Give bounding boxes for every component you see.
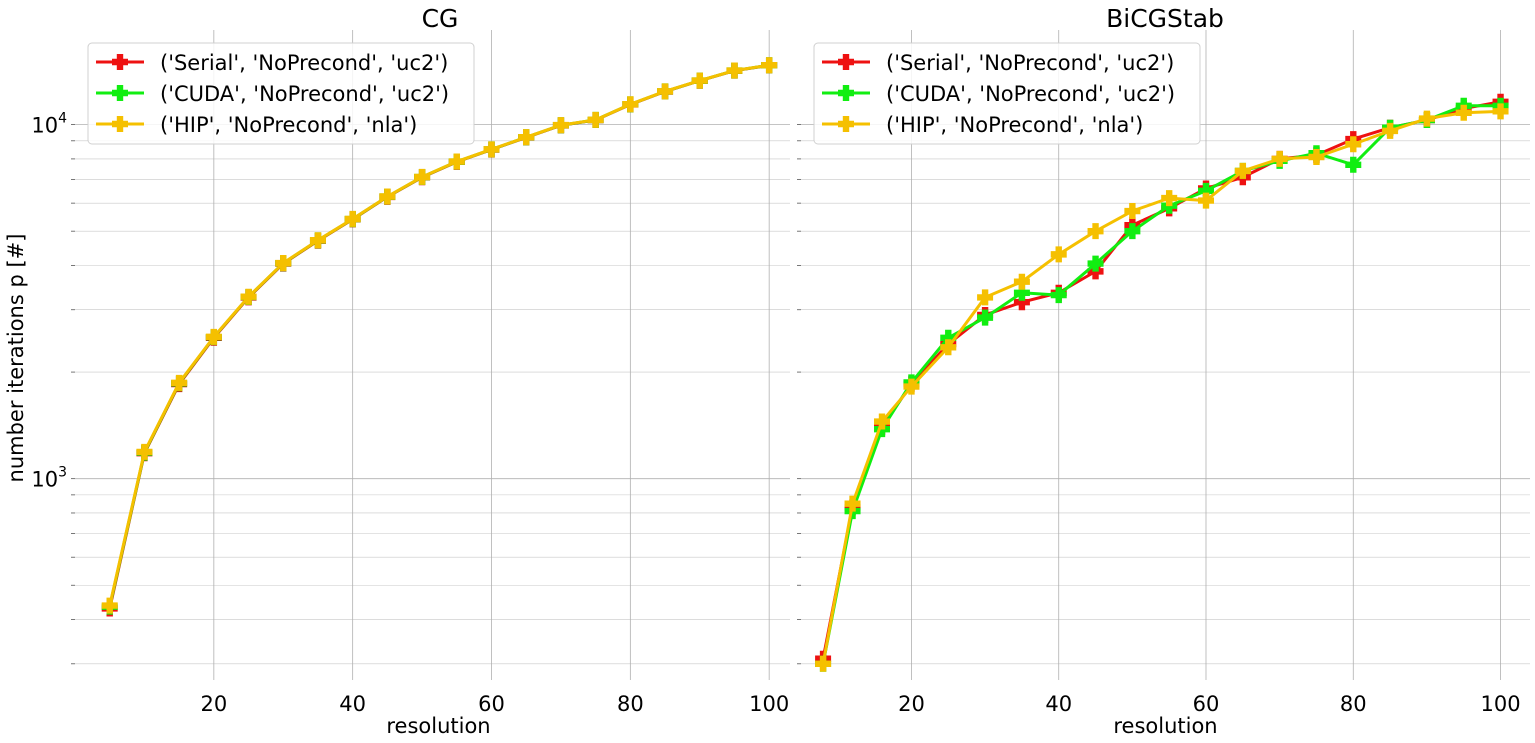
x-tick-label: 20 — [898, 692, 925, 716]
data-point — [1382, 122, 1399, 139]
data-point — [1013, 284, 1030, 301]
x-tick-label: 20 — [200, 692, 227, 716]
legend-marker — [112, 85, 128, 101]
x-axis-label: resolution — [386, 714, 490, 738]
x-tick-label: 40 — [1045, 692, 1072, 716]
data-point — [552, 117, 569, 134]
x-tick-label: 100 — [1480, 692, 1520, 716]
y-axis-label: number iterations p [#] — [4, 234, 28, 483]
data-point — [1050, 287, 1067, 304]
data-point — [940, 339, 957, 356]
series-line — [821, 100, 1503, 661]
series-line — [821, 104, 1503, 666]
data-point — [761, 57, 778, 74]
data-point — [657, 83, 674, 100]
x-tick-label: 100 — [749, 692, 789, 716]
data-point — [940, 329, 957, 346]
bicgstab-panel: 20 40 60 80 100 BiCGStab resolution ('Serial', … — [797, 4, 1530, 738]
legend-label: ('HIP', 'NoPrecond', 'nla') — [886, 113, 1143, 137]
data-point — [1013, 294, 1030, 311]
legend-marker — [112, 54, 128, 70]
legend-label: ('HIP', 'NoPrecond', 'nla') — [160, 113, 417, 137]
data-point — [977, 289, 994, 306]
data-point — [726, 62, 743, 79]
x-tick-label: 40 — [339, 692, 366, 716]
legend-frame — [87, 42, 475, 145]
data-point — [1271, 150, 1288, 167]
panel-title: CG — [422, 4, 459, 33]
x-tick-label: 80 — [617, 692, 644, 716]
data-point — [205, 328, 222, 345]
cg-panel: 20 40 60 80 100 103 104 CG resolution ('Serial', … — [31, 4, 790, 738]
data-point — [1198, 192, 1214, 209]
data-point — [240, 288, 257, 305]
series-2 — [815, 103, 1509, 672]
legend-label: ('Serial', 'NoPrecond', 'uc2') — [886, 51, 1174, 75]
legend-marker — [838, 116, 854, 132]
x-tick-label: 60 — [478, 692, 505, 716]
x-tick-label: 60 — [1193, 692, 1220, 716]
data-point — [1455, 104, 1472, 121]
legend-marker — [838, 54, 854, 70]
data-point — [1124, 203, 1141, 220]
data-point — [483, 141, 500, 158]
data-point — [977, 309, 994, 326]
data-point — [691, 72, 708, 89]
data-point — [1345, 156, 1362, 173]
series-line — [821, 109, 1503, 666]
data-point — [1198, 182, 1214, 199]
y-tick-label: 103 — [31, 465, 67, 492]
data-point — [1308, 148, 1325, 165]
data-point — [171, 374, 188, 391]
legend-label: ('CUDA', 'NoPrecond', 'uc2') — [886, 82, 1175, 106]
data-point — [1087, 255, 1104, 272]
legend-marker — [838, 85, 854, 101]
data-point — [379, 188, 396, 205]
legend-label: ('Serial', 'NoPrecond', 'uc2') — [160, 51, 448, 75]
data-point — [874, 413, 890, 430]
data-point — [518, 129, 535, 146]
data-point — [414, 168, 431, 185]
data-point — [448, 153, 465, 170]
y-tick-label: 104 — [31, 111, 67, 138]
series-2 — [101, 57, 778, 614]
data-point — [1124, 223, 1141, 240]
data-point — [101, 597, 118, 614]
data-point — [309, 232, 326, 249]
data-point — [587, 111, 604, 128]
data-point — [344, 210, 361, 227]
data-point — [1087, 223, 1104, 240]
panel-title: BiCGStab — [1106, 4, 1224, 33]
data-point — [1050, 246, 1067, 263]
data-point — [622, 96, 639, 113]
data-point — [1161, 190, 1178, 207]
data-point — [1013, 273, 1030, 290]
legend: ('Serial', 'NoPrecond', 'uc2') ('CUDA', '… — [87, 42, 475, 145]
legend-marker — [112, 116, 128, 132]
legend: ('Serial', 'NoPrecond', 'uc2') ('CUDA', '… — [813, 42, 1201, 145]
x-axis-label: resolution — [1113, 714, 1217, 738]
data-point — [1418, 110, 1435, 127]
legend-frame — [813, 42, 1201, 145]
data-point — [844, 495, 861, 512]
data-point — [1492, 103, 1509, 120]
data-point — [903, 378, 920, 395]
x-tick-label: 80 — [1340, 692, 1367, 716]
legend-label: ('CUDA', 'NoPrecond', 'uc2') — [160, 82, 449, 106]
data-point — [1234, 162, 1251, 179]
data-point — [136, 443, 153, 460]
data-point — [1345, 136, 1362, 153]
data-point — [815, 655, 832, 672]
data-point — [275, 255, 292, 272]
